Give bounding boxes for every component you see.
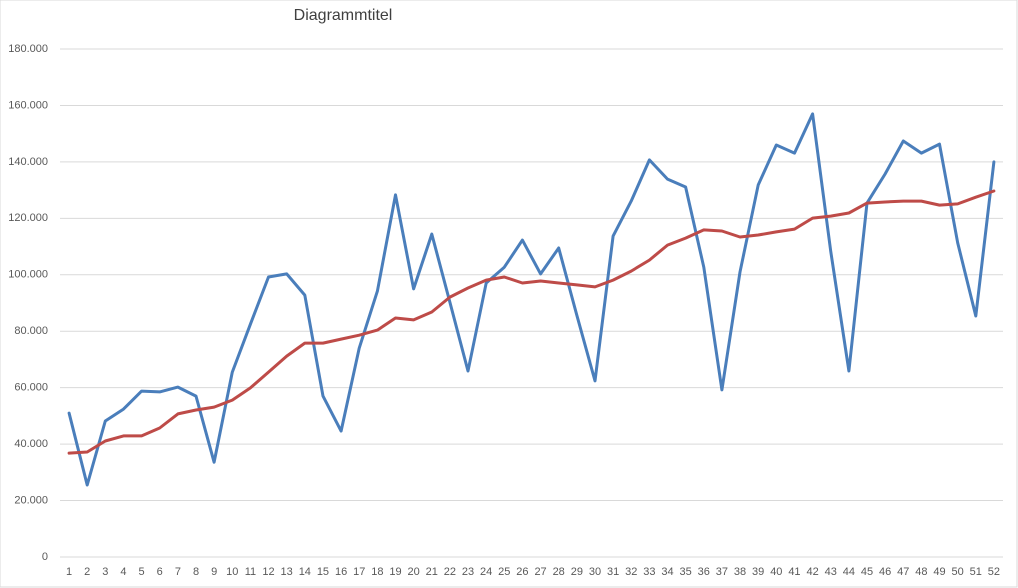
x-tick-label: 14 <box>299 566 311 578</box>
x-tick-label: 8 <box>193 566 199 578</box>
x-tick-label: 49 <box>933 566 945 578</box>
x-tick-label: 48 <box>915 566 927 578</box>
x-tick-label: 19 <box>389 566 401 578</box>
x-tick-label: 7 <box>175 566 181 578</box>
x-tick-label: 18 <box>371 566 383 578</box>
x-tick-label: 23 <box>462 566 474 578</box>
y-tick-label: 100.000 <box>8 269 48 281</box>
x-tick-label: 51 <box>970 566 982 578</box>
x-tick-label: 26 <box>516 566 528 578</box>
x-tick-label: 20 <box>408 566 420 578</box>
x-tick-label: 42 <box>806 566 818 578</box>
x-tick-label: 28 <box>553 566 565 578</box>
x-tick-label: 27 <box>534 566 546 578</box>
x-tick-label: 33 <box>643 566 655 578</box>
y-tick-label: 0 <box>42 551 48 563</box>
x-tick-label: 2 <box>84 566 90 578</box>
y-tick-label: 60.000 <box>14 382 48 394</box>
x-tick-label: 36 <box>698 566 710 578</box>
x-tick-label: 39 <box>752 566 764 578</box>
x-tick-label: 16 <box>335 566 347 578</box>
series-line <box>67 189 996 455</box>
x-tick-label: 35 <box>680 566 692 578</box>
x-tick-label: 9 <box>211 566 217 578</box>
series-line <box>67 112 996 487</box>
y-tick-label: 40.000 <box>14 438 48 450</box>
x-tick-label: 5 <box>139 566 145 578</box>
x-tick-label: 44 <box>843 566 855 578</box>
y-tick-label: 180.000 <box>8 43 48 55</box>
x-tick-label: 1 <box>66 566 72 578</box>
chart-title: Diagrammtitel <box>294 7 393 24</box>
x-tick-label: 40 <box>770 566 782 578</box>
x-tick-label: 41 <box>788 566 800 578</box>
x-tick-label: 45 <box>861 566 873 578</box>
x-tick-label: 15 <box>317 566 329 578</box>
x-tick-label: 32 <box>625 566 637 578</box>
x-tick-label: 34 <box>661 566 673 578</box>
y-tick-label: 160.000 <box>8 99 48 111</box>
x-tick-label: 10 <box>226 566 238 578</box>
x-tick-label: 50 <box>952 566 964 578</box>
x-tick-label: 13 <box>281 566 293 578</box>
x-tick-label: 6 <box>157 566 163 578</box>
x-tick-label: 46 <box>879 566 891 578</box>
x-tick-label: 31 <box>607 566 619 578</box>
x-tick-label: 47 <box>897 566 909 578</box>
x-tick-label: 17 <box>353 566 365 578</box>
x-tick-label: 30 <box>589 566 601 578</box>
x-tick-label: 29 <box>571 566 583 578</box>
y-tick-label: 20.000 <box>14 494 48 506</box>
x-tick-label: 25 <box>498 566 510 578</box>
x-tick-label: 22 <box>444 566 456 578</box>
x-tick-label: 24 <box>480 566 492 578</box>
y-tick-label: 80.000 <box>14 325 48 337</box>
x-tick-label: 4 <box>120 566 126 578</box>
x-tick-label: 43 <box>825 566 837 578</box>
x-tick-label: 52 <box>988 566 1000 578</box>
x-tick-label: 38 <box>734 566 746 578</box>
x-tick-label: 21 <box>426 566 438 578</box>
x-tick-label: 12 <box>262 566 274 578</box>
x-tick-label: 11 <box>245 566 256 578</box>
x-tick-label: 37 <box>716 566 728 578</box>
y-tick-label: 140.000 <box>8 156 48 168</box>
y-tick-label: 120.000 <box>8 212 48 224</box>
x-tick-label: 3 <box>102 566 108 578</box>
